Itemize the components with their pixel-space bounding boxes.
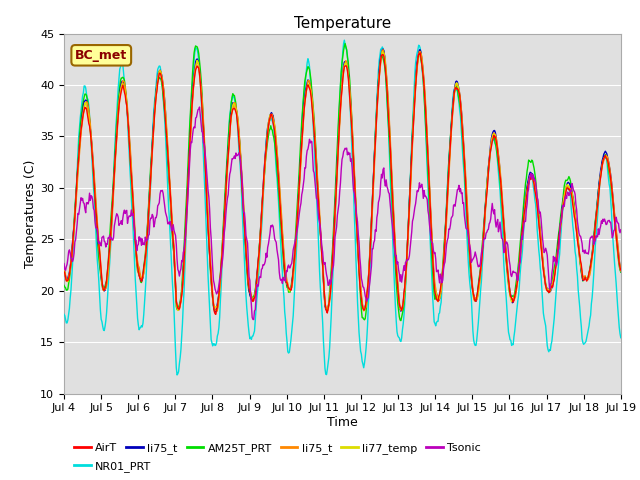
Y-axis label: Temperatures (C): Temperatures (C) xyxy=(24,159,37,268)
Title: Temperature: Temperature xyxy=(294,16,391,31)
Legend: NR01_PRT: NR01_PRT xyxy=(70,456,156,476)
Text: BC_met: BC_met xyxy=(75,49,127,62)
X-axis label: Time: Time xyxy=(327,416,358,429)
